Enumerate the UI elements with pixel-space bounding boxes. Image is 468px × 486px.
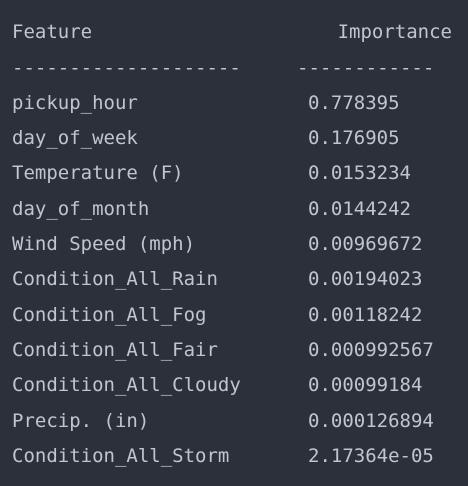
importance-value: 2.17364e-05 (308, 445, 434, 467)
table-row: Condition_All_Fog 0.00118242 (12, 302, 452, 328)
importance-value: 0.00194023 (308, 268, 423, 290)
separator-importance: ------------ (297, 57, 435, 79)
feature-name: Condition_All_Rain (12, 268, 218, 290)
table-row: pickup_hour 0.778395 (12, 90, 452, 116)
feature-name: day_of_week (12, 127, 138, 149)
separator-feature: -------------------- (12, 57, 241, 79)
feature-name: Temperature (F) (12, 162, 184, 184)
feature-name: day_of_month (12, 198, 150, 220)
importance-value: 0.000126894 (308, 410, 434, 432)
importance-value: 0.0144242 (308, 198, 411, 220)
importance-value: 0.778395 (308, 92, 400, 114)
table-row: Temperature (F) 0.0153234 (12, 160, 452, 186)
feature-name: Condition_All_Cloudy (12, 374, 241, 396)
table-row: Condition_All_Fair 0.000992567 (12, 337, 452, 363)
importance-value: 0.0153234 (308, 162, 411, 184)
table-row: day_of_month 0.0144242 (12, 196, 452, 222)
feature-name: Condition_All_Fair (12, 339, 218, 361)
column-header-importance: Importance (337, 21, 452, 43)
table-row: Condition_All_Rain 0.00194023 (12, 266, 452, 292)
feature-name: Wind Speed (mph) (12, 233, 196, 255)
table-header-row: Feature Importance (12, 19, 452, 45)
table-row: Condition_All_Cloudy 0.00099184 (12, 372, 452, 398)
table-row: Condition_All_Storm 2.17364e-05 (12, 443, 452, 469)
feature-name: Condition_All_Fog (12, 304, 207, 326)
importance-value: 0.176905 (308, 127, 400, 149)
feature-name: pickup_hour (12, 92, 138, 114)
importance-value: 0.00969672 (308, 233, 423, 255)
table-separator-row: -------------------- ------------ (12, 55, 452, 81)
importance-value: 0.00118242 (308, 304, 423, 326)
importance-value: 0.000992567 (308, 339, 434, 361)
column-header-feature: Feature (12, 21, 93, 43)
table-row: Wind Speed (mph) 0.00969672 (12, 231, 452, 257)
feature-name: Condition_All_Storm (12, 445, 230, 467)
feature-name: Precip. (in) (12, 410, 150, 432)
table-row: day_of_week 0.176905 (12, 125, 452, 151)
table-row: Precip. (in) 0.000126894 (12, 408, 452, 434)
importance-value: 0.00099184 (308, 374, 423, 396)
